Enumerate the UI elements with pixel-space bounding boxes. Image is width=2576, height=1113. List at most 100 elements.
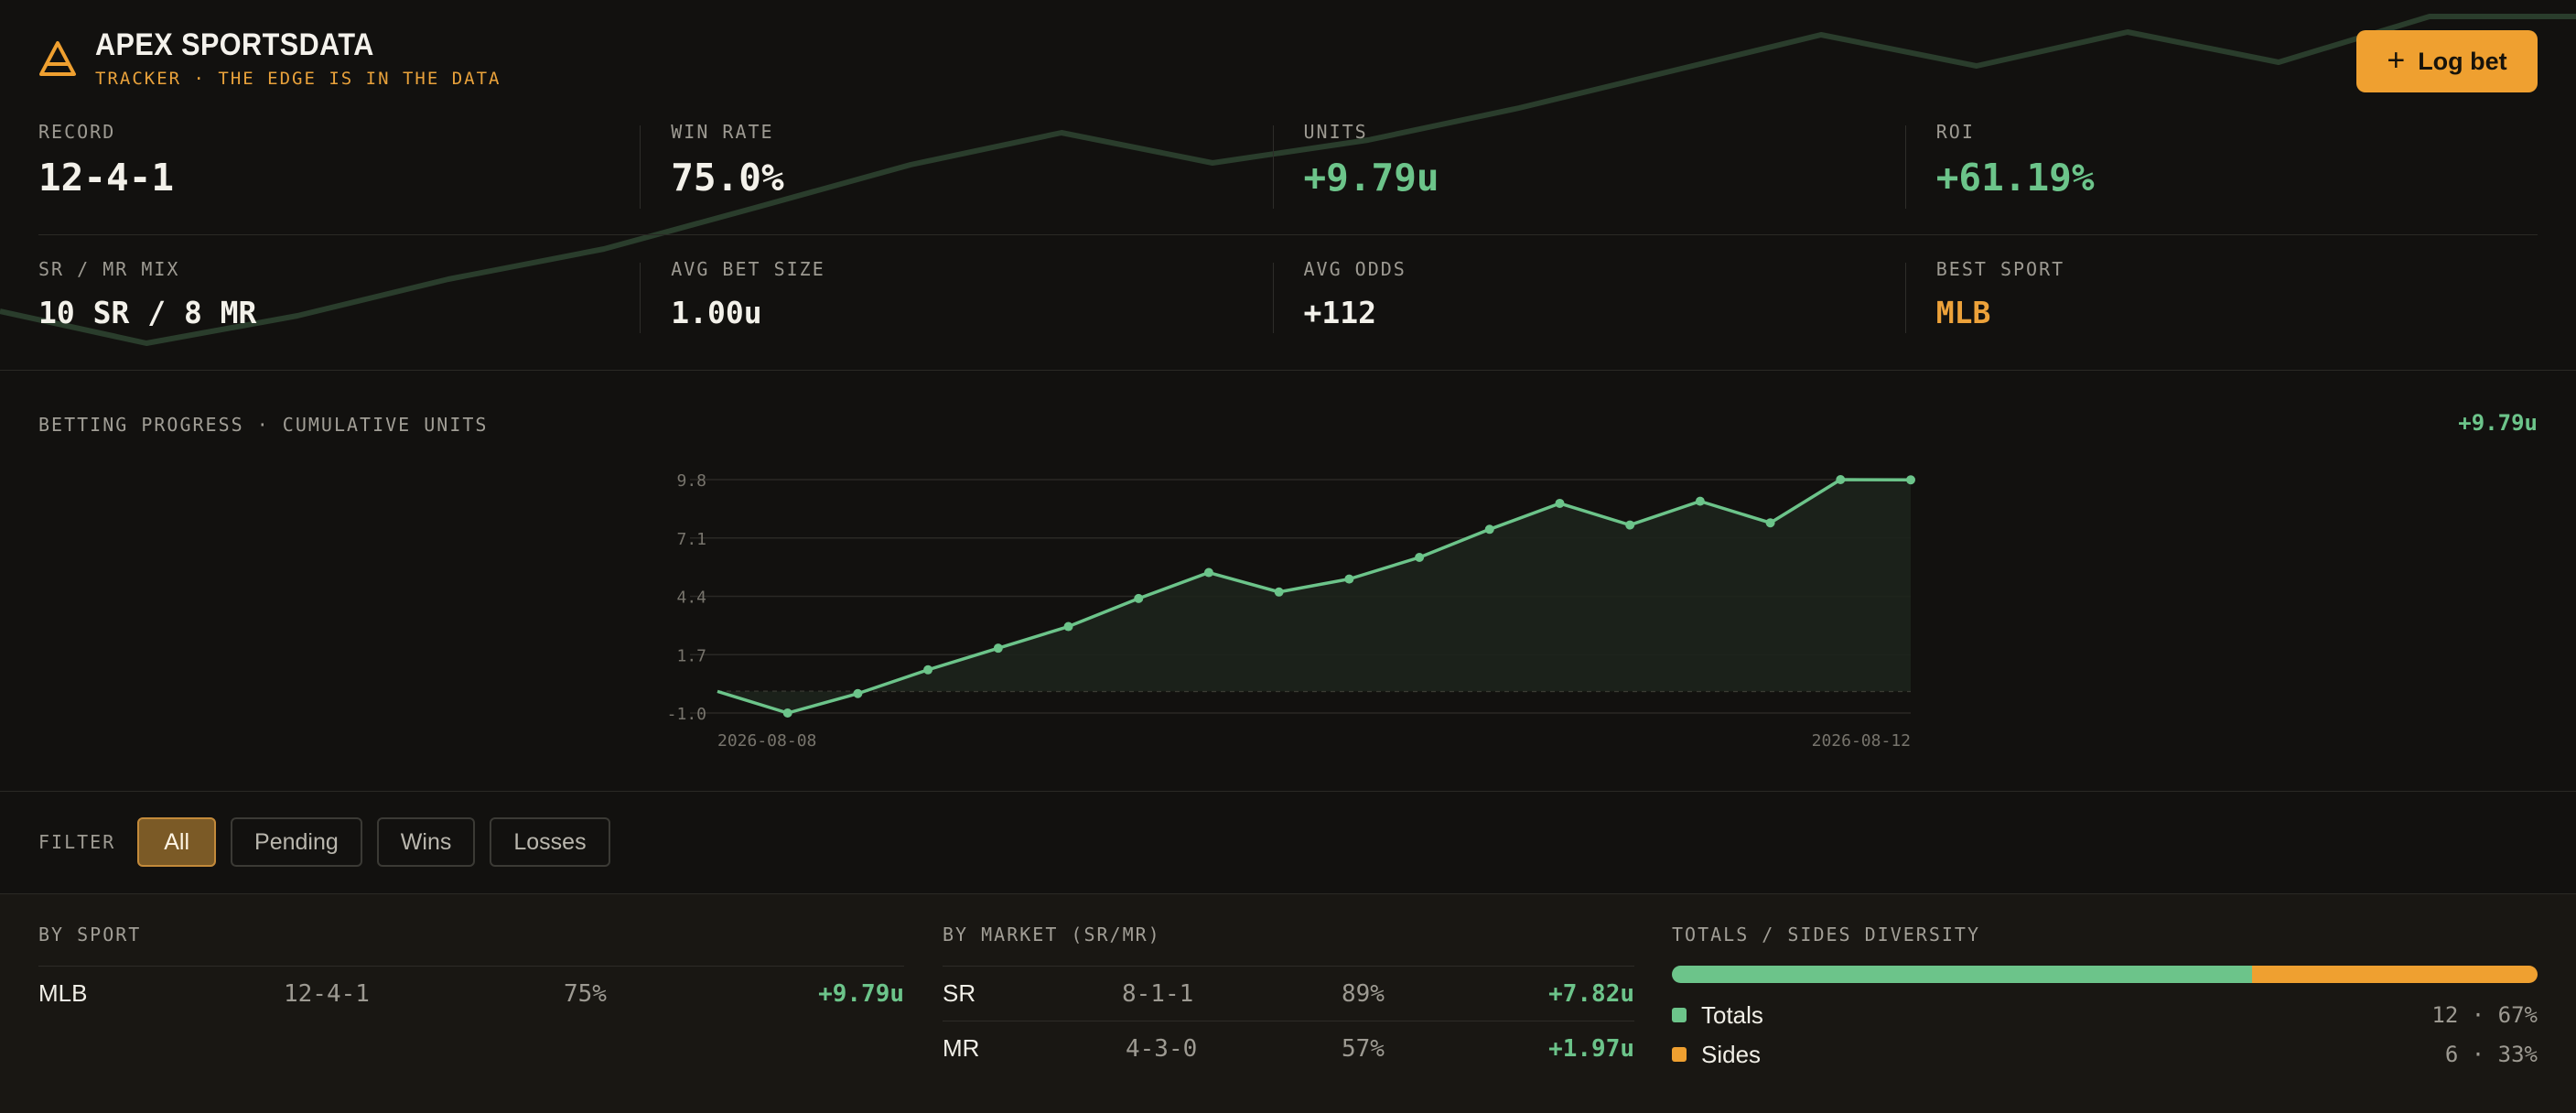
brand: APEX SPORTSDATA TRACKER · THE EDGE IS IN… <box>95 27 501 89</box>
stat-record: RECORD 12-4-1 <box>38 121 640 209</box>
stat-value: MLB <box>1935 295 1991 330</box>
data-point <box>1906 475 1915 485</box>
by-market-title: BY MARKET (SR/MR) <box>943 924 1161 946</box>
by-sport-table: BY SPORT MLB 12-4-1 75% +9.79u <box>38 894 904 1113</box>
sport-name: MLB <box>38 979 88 1007</box>
stat-best-sport: BEST SPORT MLB <box>1904 258 2538 333</box>
stat-value: +112 <box>1303 295 1376 330</box>
market-pct: 57% <box>1342 1034 1385 1063</box>
market-units: +7.82u <box>1548 979 1634 1008</box>
data-point <box>782 708 792 718</box>
log-bet-button[interactable]: + Log bet <box>2356 30 2538 92</box>
diversity-bar-sides <box>2251 966 2538 983</box>
data-point <box>1274 587 1284 597</box>
sport-units: +9.79u <box>818 979 904 1008</box>
y-tick-label: 1.7 <box>676 646 706 665</box>
diversity-bar-totals <box>1672 966 2252 983</box>
diversity-bar <box>1672 966 2538 983</box>
stat-mix: SR / MR MIX 10 SR / 8 MR <box>38 258 640 333</box>
by-sport-title: BY SPORT <box>38 924 142 946</box>
x-tick-label: 2026-08-12 <box>1812 731 1911 751</box>
data-point <box>1625 520 1635 530</box>
filter-wins-button[interactable]: Wins <box>376 817 476 867</box>
sport-pct: 75% <box>564 979 607 1008</box>
data-point <box>1344 574 1354 584</box>
series-line <box>717 478 1912 715</box>
legend-swatch <box>1672 1047 1687 1062</box>
stat-value: +9.79u <box>1303 156 1439 200</box>
stat-value: 12-4-1 <box>38 156 175 200</box>
table-row[interactable]: SR 8-1-1 89% +7.82u <box>943 966 1634 1021</box>
plus-icon: + <box>2387 42 2406 78</box>
market-record: 8-1-1 <box>1122 979 1194 1008</box>
data-point <box>853 688 863 698</box>
brand-subtitle: TRACKER · THE EDGE IS IN THE DATA <box>95 69 501 89</box>
by-market-table: BY MARKET (SR/MR) SR 8-1-1 89% +7.82u MR… <box>943 894 1634 1113</box>
stat-label: ROI <box>1935 121 1975 143</box>
filter-bar: FILTER All Pending Wins Losses <box>38 817 610 867</box>
stat-label: BEST SPORT <box>1935 258 2065 280</box>
data-point <box>1484 524 1494 535</box>
stat-units: UNITS +9.79u <box>1272 121 1905 209</box>
legend-item-sides: Sides 6 · 33% <box>1672 1040 2538 1069</box>
market-pct: 89% <box>1342 979 1385 1008</box>
section-divider <box>0 791 2576 792</box>
market-units: +1.97u <box>1548 1034 1634 1063</box>
legend-value: 6 · 33% <box>2444 1042 2538 1067</box>
diversity-title: TOTALS / SIDES DIVERSITY <box>1672 924 1980 946</box>
legend-item-totals: Totals 12 · 67% <box>1672 1000 2538 1030</box>
stat-label: UNITS <box>1303 121 1368 143</box>
stat-value: +61.19% <box>1935 156 2095 200</box>
sport-record: 12-4-1 <box>284 979 370 1008</box>
y-tick-label: 7.1 <box>676 530 706 549</box>
diversity-panel: TOTALS / SIDES DIVERSITY Totals 12 · 67%… <box>1672 894 2538 1113</box>
table-row[interactable]: MLB 12-4-1 75% +9.79u <box>38 966 904 1021</box>
cumulative-units-chart: 9.8 7.1 4.4 1.7 -1.0 2026-08-08 2026-08-12 <box>667 471 1915 751</box>
filter-all-button[interactable]: All <box>137 817 217 867</box>
filter-pending-button[interactable]: Pending <box>231 817 362 867</box>
legend-name: Totals <box>1701 1000 1763 1029</box>
progress-total: +9.79u <box>2458 410 2538 436</box>
stat-label: SR / MR MIX <box>38 258 180 280</box>
stat-label: WIN RATE <box>671 121 774 143</box>
divider <box>38 234 2538 235</box>
stat-avg-odds: AVG ODDS +112 <box>1272 258 1905 333</box>
data-point <box>1695 496 1705 506</box>
app-header: APEX SPORTSDATA TRACKER · THE EDGE IS IN… <box>38 27 501 89</box>
breakdown-panel: BY SPORT MLB 12-4-1 75% +9.79u BY MARKET… <box>0 894 2576 1113</box>
x-tick-label: 2026-08-08 <box>717 731 816 751</box>
market-name: MR <box>943 1034 980 1062</box>
data-point <box>993 643 1003 654</box>
legend-name: Sides <box>1701 1040 1762 1068</box>
data-point <box>1203 567 1213 578</box>
data-point <box>1555 498 1565 508</box>
data-point <box>1415 553 1425 562</box>
stat-label: AVG BET SIZE <box>671 258 825 280</box>
data-point <box>1134 593 1144 603</box>
legend-value: 12 · 67% <box>2431 1002 2538 1028</box>
y-tick-label: -1.0 <box>667 705 706 724</box>
triangle-logo-icon <box>39 40 76 76</box>
data-point <box>1836 475 1846 484</box>
data-point <box>1765 518 1775 528</box>
stat-avg-bet: AVG BET SIZE 1.00u <box>640 258 1272 333</box>
stats-row-secondary: SR / MR MIX 10 SR / 8 MR AVG BET SIZE 1.… <box>38 258 2538 333</box>
stat-value: 10 SR / 8 MR <box>38 295 257 330</box>
log-bet-label: Log bet <box>2418 47 2507 75</box>
filter-label: FILTER <box>38 831 116 853</box>
progress-title: BETTING PROGRESS · CUMULATIVE UNITS <box>38 414 489 436</box>
data-point <box>1063 621 1073 632</box>
stat-label: RECORD <box>38 121 116 143</box>
brand-title: APEX SPORTSDATA <box>95 27 374 62</box>
stat-roi: ROI +61.19% <box>1904 121 2538 209</box>
section-divider <box>0 893 2576 894</box>
table-row[interactable]: MR 4-3-0 57% +1.97u <box>943 1021 1634 1075</box>
y-tick-label: 4.4 <box>676 589 706 608</box>
series-area <box>717 480 1911 713</box>
data-point <box>923 665 933 675</box>
market-name: SR <box>943 979 976 1007</box>
market-record: 4-3-0 <box>1126 1034 1198 1063</box>
stat-value: 1.00u <box>671 295 762 330</box>
filter-losses-button[interactable]: Losses <box>490 817 610 867</box>
stat-value: 75.0% <box>671 156 784 200</box>
